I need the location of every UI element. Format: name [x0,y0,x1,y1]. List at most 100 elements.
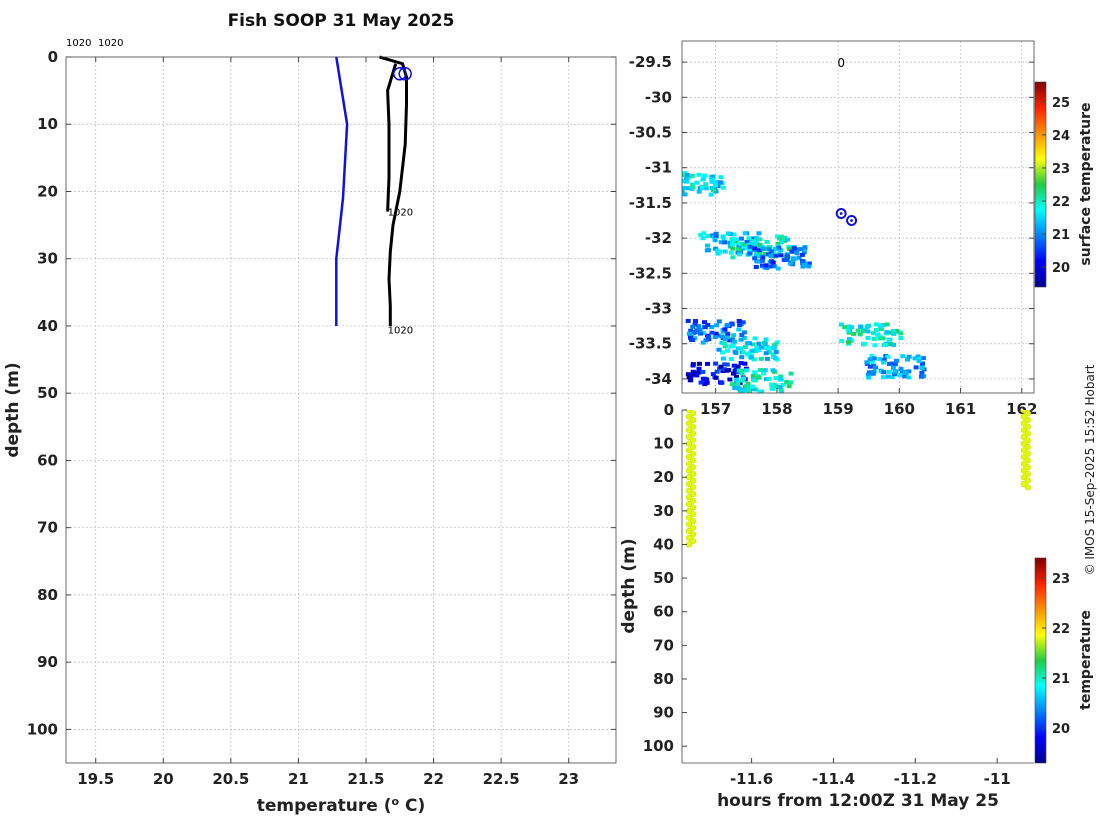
map-sst-cell [916,356,922,361]
map-sst-cell [762,251,768,256]
map-sst-cell [757,237,763,242]
map-x-tick-label-1: 158 [761,400,792,418]
map-sst-cell [740,320,746,325]
map-sst-cell [744,341,750,346]
map-sst-cell [732,339,738,344]
map-sst-cell [732,386,738,390]
time-depth-y-tick-label-9: 90 [653,704,674,722]
map-sst-cell [685,186,691,191]
map-sst-cell [888,342,894,347]
time-depth-point [685,427,693,434]
profile-grid [66,56,616,763]
map-sst-cell [696,366,702,371]
time-depth-point [689,504,697,511]
surface-temperature-colorbar-tick-label-5: 25 [1052,96,1070,111]
map-sst-cell [861,329,866,334]
map-sst-cell [777,236,783,241]
map-sst-cell [672,190,677,194]
map-sst-cell [694,373,700,378]
map-sst-cell [736,327,742,332]
map-sst-cell [892,361,898,366]
map-sst-cell [720,235,726,240]
time-depth-y-tick-label-2: 20 [653,468,674,486]
map-sst-cell [770,386,775,391]
profile-top-label-1: 1020 [66,38,91,49]
map-sst-cell [878,324,884,329]
time-depth-points [685,410,1031,548]
map-sst-cell [846,340,852,345]
map-sst-cell [739,355,745,360]
time-depth-y-tick-label-10: 100 [643,737,674,755]
map-sst-cell [716,319,722,324]
map-sst-cell [727,244,733,249]
map-y-tick-label-6: -32.5 [629,264,672,282]
map-sst-cell [714,369,720,374]
map-sst-cell [737,252,743,257]
profile-x-axis-label-post: C) [399,796,425,816]
map-sst-cell [785,237,790,242]
map-sst-cell [871,356,877,361]
temperature-colorbar: 20 21 22 23 temperature [1034,557,1094,764]
time-depth-point [689,531,697,538]
time-depth-point [1024,423,1031,430]
map-sst-cell [788,380,794,385]
map-sst-cell [694,328,700,333]
map-station-dot-1 [850,219,853,222]
map-sst-cell [676,174,681,178]
time-depth-point [1020,427,1027,434]
map-sst-cell [747,244,753,249]
map-sst-cell [705,243,710,248]
map-sst-cell [756,348,762,352]
time-depth-point [1020,460,1027,467]
time-depth-point [689,470,697,478]
map-sst-cell [729,322,735,327]
map-sst-cell [721,341,727,346]
map-sst-cell [729,237,735,242]
map-sst-cell [756,341,762,346]
map-sst-cell [912,356,918,361]
map-sst-cell [890,366,896,370]
time-depth-point [685,487,693,494]
time-depth-point [689,490,697,498]
profile-x-tick-label-7: 23 [558,770,579,788]
profile-y-axis-label: depth (m) [3,362,23,457]
map-sst-cell [732,237,738,242]
surface-temperature-colorbar-tick-label-2: 22 [1052,195,1070,210]
map-sst-cell [724,368,730,373]
map-sst-cell [773,376,779,381]
map-sst-cell [757,368,763,372]
map-sst-cell [720,185,726,190]
map-sst-cell [773,253,779,258]
map-sst-cell [700,185,705,190]
map-sst-cell [758,345,764,350]
map-sst-cell [751,239,757,244]
time-depth-point [689,511,697,518]
map-sst-cell [763,345,769,350]
map-sst-cell [739,333,745,337]
map-sst-cell [750,384,755,389]
map-sst-cell [771,345,777,350]
profile-annotations: 1020 1020 [388,208,413,337]
map-sst-cell [725,331,731,336]
map-sst-cell [689,173,695,178]
temperature-colorbar-tick-label-1: 21 [1052,672,1070,687]
map-sst-cell [686,375,692,379]
time-depth-point [685,433,693,441]
time-depth-cast-0 [685,410,697,548]
map-sst-cell [683,176,689,181]
surface-temperature-colorbar-ticks: 20 21 22 23 24 25 [1042,96,1070,276]
map-sst-cell [696,370,702,375]
map-sst-cell [703,182,709,187]
profile-x-tick-label-3: 21 [288,770,309,788]
map-sst-cell [750,386,756,391]
time-depth-point [689,417,697,424]
map-sst-cell [713,231,719,236]
map-sst-cell [787,261,793,266]
map-sst-cell [775,241,781,246]
map-sst-cell [774,340,780,345]
map-sst-cell [886,361,892,366]
map-sst-cell [724,323,730,328]
profile-y-tick-label-3: 30 [37,250,58,268]
map-sst-cell [898,331,904,336]
map-sst-cell [712,335,718,340]
